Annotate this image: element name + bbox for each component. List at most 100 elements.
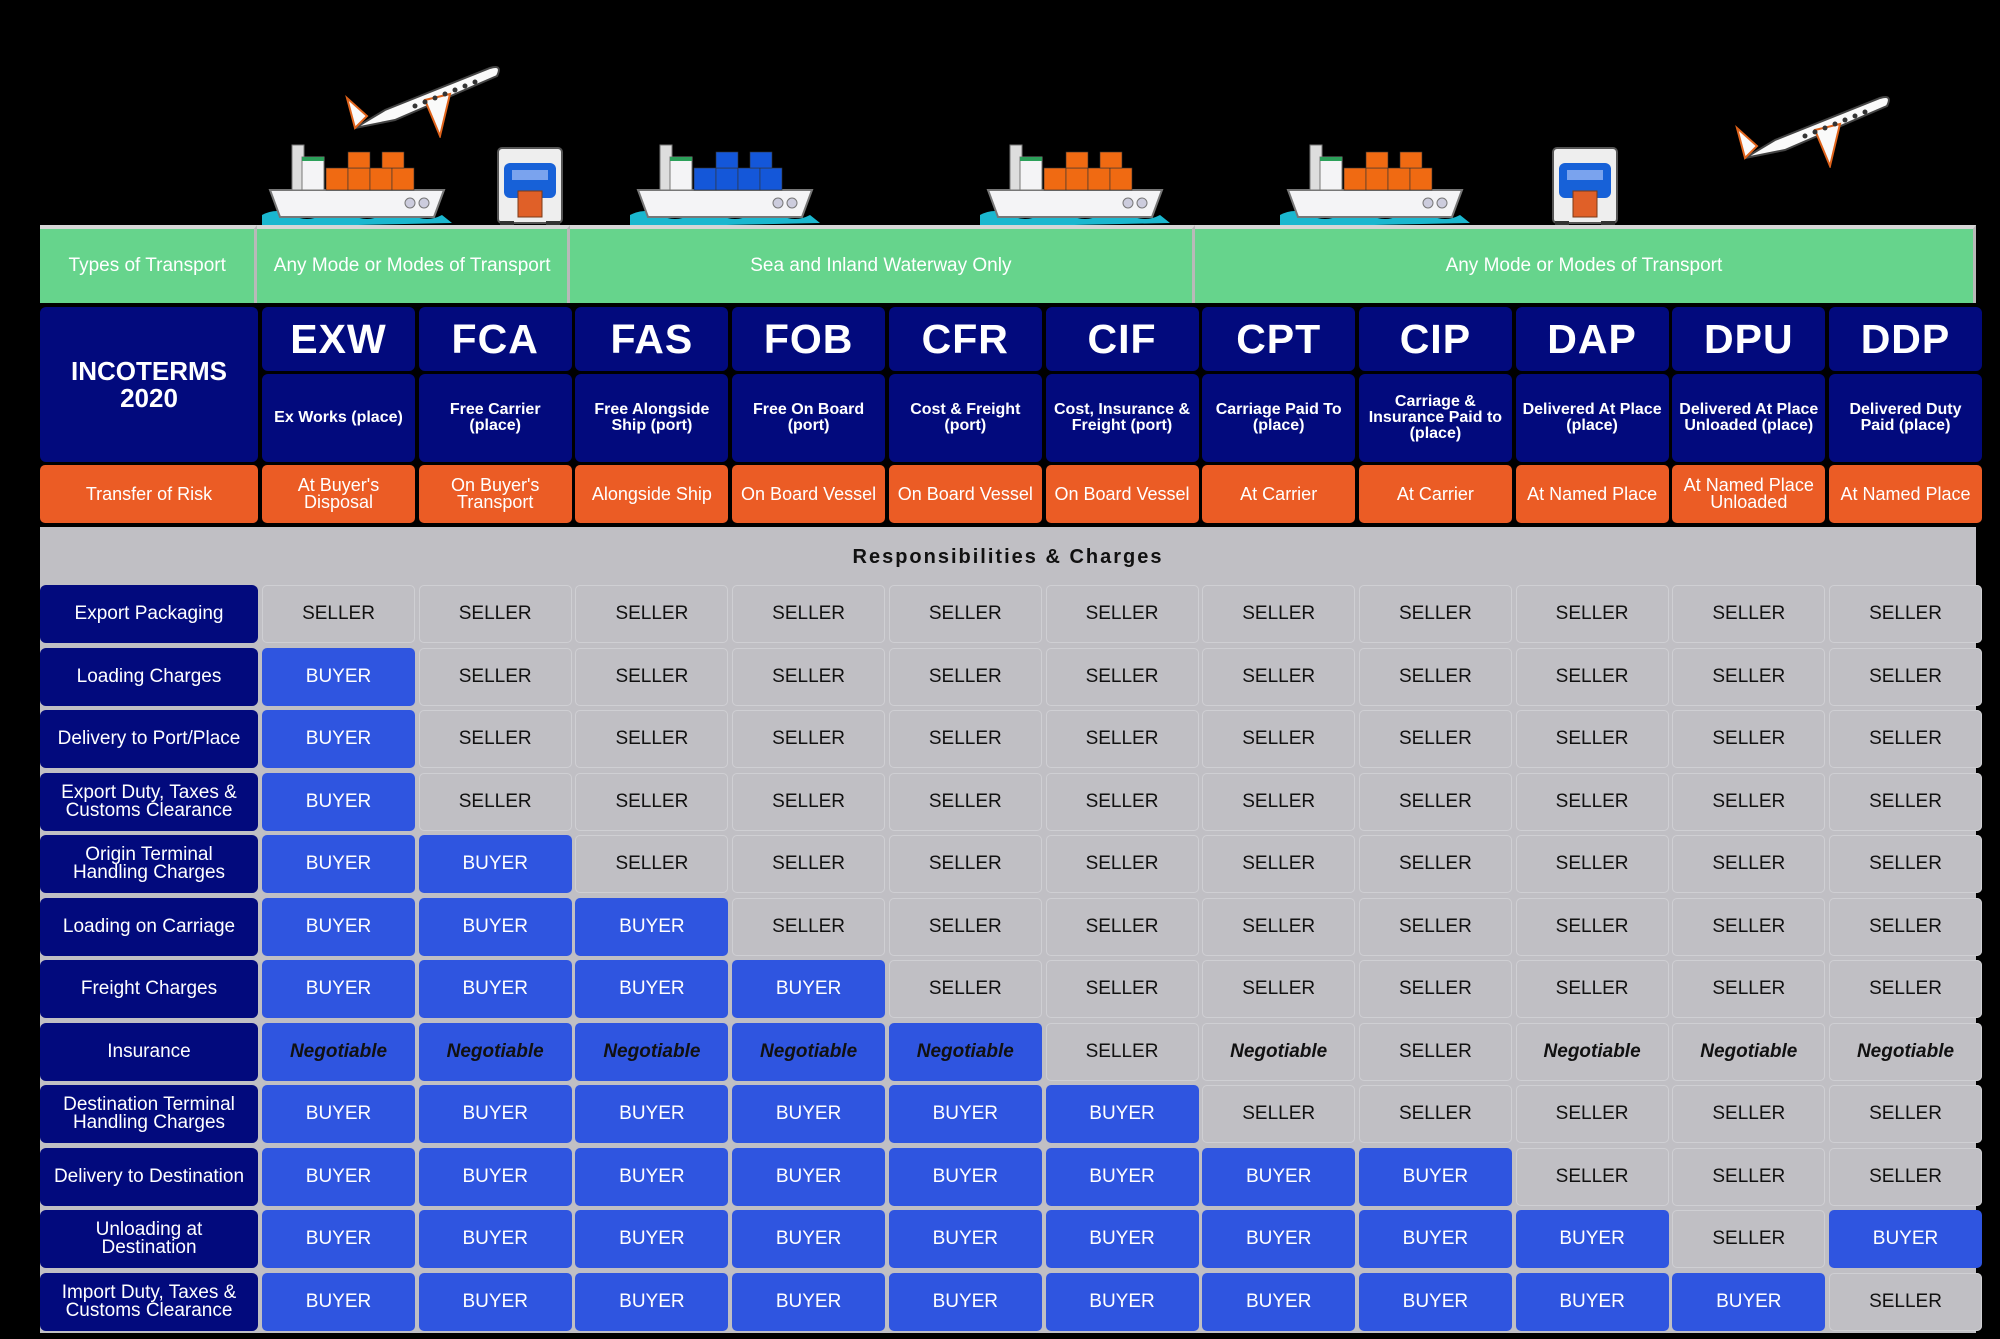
cell-fob: Negotiable <box>732 1022 886 1081</box>
cell-fca: BUYER <box>418 1085 572 1143</box>
term-code: CIP <box>1358 307 1512 371</box>
table-row: Loading Charges BUYER SELLER SELLER SELLER SE… <box>40 646 1982 709</box>
cell-cfr: SELLER <box>888 960 1042 1018</box>
cell-fob: SELLER <box>732 897 886 956</box>
row-label: Delivery to Port/Place <box>40 710 258 768</box>
cell-dap: SELLER <box>1515 960 1669 1018</box>
cell-exw: BUYER <box>262 1210 415 1268</box>
cell-ddp: BUYER <box>1829 1210 1982 1268</box>
term-description: Cost, Insurance & Freight (port) <box>1045 374 1199 462</box>
cell-cfr: BUYER <box>888 1085 1042 1143</box>
cell-cpt: SELLER <box>1202 897 1356 956</box>
term-description: Free Carrier (place) <box>418 374 572 462</box>
transfer-of-risk-row: Transfer of Risk At Buyer's Disposal On B… <box>40 465 1982 523</box>
container-ship-icon <box>1280 135 1470 235</box>
risk-dpu: At Named Place Unloaded <box>1672 465 1826 523</box>
cell-exw: BUYER <box>262 1147 415 1206</box>
cell-cpt: SELLER <box>1202 960 1356 1018</box>
cell-exw: BUYER <box>262 960 415 1018</box>
term-code: CIF <box>1045 307 1199 371</box>
cell-cip: SELLER <box>1358 897 1512 956</box>
cell-dpu: SELLER <box>1672 835 1826 893</box>
incoterms-title: INCOTERMS 2020 <box>40 307 258 462</box>
table-row: Origin Terminal Handling Charges BUYER BUY… <box>40 833 1982 896</box>
term-description: Delivered Duty Paid (place) <box>1829 374 1982 462</box>
row-label: Freight Charges <box>40 960 258 1018</box>
term-code: EXW <box>262 307 415 371</box>
responsibilities-header: Responsibilities & Charges <box>40 527 1976 587</box>
cell-ddp: SELLER <box>1829 835 1982 893</box>
cell-dpu: SELLER <box>1672 647 1826 706</box>
cell-fas: BUYER <box>575 1085 729 1143</box>
cell-fas: SELLER <box>575 585 729 643</box>
cell-dpu: BUYER <box>1672 1272 1826 1331</box>
cell-cif: BUYER <box>1045 1085 1199 1143</box>
term-description: Carriage Paid To (place) <box>1202 374 1356 462</box>
transport-group-1: Sea and Inland Waterway Only <box>569 225 1195 303</box>
term-code: CFR <box>888 307 1042 371</box>
cell-cfr: Negotiable <box>888 1022 1042 1081</box>
transport-types-label: Types of Transport <box>40 225 258 303</box>
cell-cip: SELLER <box>1358 585 1512 643</box>
cell-dap: SELLER <box>1515 1147 1669 1206</box>
cell-cpt: SELLER <box>1202 835 1356 893</box>
term-fob: FOB Free On Board (port) <box>732 307 886 462</box>
container-ship-icon <box>980 135 1170 235</box>
risk-fca: On Buyer's Transport <box>418 465 572 523</box>
cell-fob: SELLER <box>732 647 886 706</box>
risk-exw: At Buyer's Disposal <box>262 465 415 523</box>
cell-exw: Negotiable <box>262 1022 415 1081</box>
cell-cif: BUYER <box>1045 1272 1199 1331</box>
term-dpu: DPU Delivered At Place Unloaded (place) <box>1672 307 1826 462</box>
cell-dpu: SELLER <box>1672 1210 1826 1268</box>
cell-fob: BUYER <box>732 1085 886 1143</box>
term-cpt: CPT Carriage Paid To (place) <box>1202 307 1356 462</box>
cell-fas: BUYER <box>575 960 729 1018</box>
term-code: FCA <box>418 307 572 371</box>
cell-exw: BUYER <box>262 835 415 893</box>
cell-cif: SELLER <box>1045 960 1199 1018</box>
term-description: Carriage & Insurance Paid to (place) <box>1358 374 1512 462</box>
truck-icon <box>1545 143 1625 238</box>
cell-fob: SELLER <box>732 710 886 768</box>
transport-illustrations <box>0 0 2000 230</box>
table-row: Destination Terminal Handling Charges BUY… <box>40 1083 1982 1146</box>
cell-cip: SELLER <box>1358 710 1512 768</box>
cell-cfr: SELLER <box>888 710 1042 768</box>
risk-fob: On Board Vessel <box>732 465 886 523</box>
cell-exw: BUYER <box>262 710 415 768</box>
row-label: Destination Terminal Handling Charges <box>40 1085 258 1143</box>
term-description: Cost & Freight (port) <box>888 374 1042 462</box>
cell-fas: SELLER <box>575 710 729 768</box>
cell-fca: BUYER <box>418 897 572 956</box>
term-description: Ex Works (place) <box>262 374 415 462</box>
cell-cip: SELLER <box>1358 835 1512 893</box>
cell-cip: SELLER <box>1358 1085 1512 1143</box>
cell-dpu: SELLER <box>1672 1085 1826 1143</box>
container-ship-icon <box>630 135 820 235</box>
cell-ddp: SELLER <box>1829 585 1982 643</box>
cell-ddp: SELLER <box>1829 647 1982 706</box>
transfer-of-risk-label: Transfer of Risk <box>40 465 258 523</box>
term-code: DAP <box>1515 307 1669 371</box>
cell-cif: SELLER <box>1045 710 1199 768</box>
cell-fca: BUYER <box>418 1272 572 1331</box>
cell-ddp: SELLER <box>1829 710 1982 768</box>
term-code: FOB <box>732 307 886 371</box>
row-label: Import Duty, Taxes & Customs Clearance <box>40 1272 258 1331</box>
cell-fob: SELLER <box>732 772 886 831</box>
cell-cif: SELLER <box>1045 772 1199 831</box>
cell-dap: SELLER <box>1515 897 1669 956</box>
cell-cpt: BUYER <box>1202 1147 1356 1206</box>
cell-fas: SELLER <box>575 647 729 706</box>
cell-dpu: SELLER <box>1672 897 1826 956</box>
cell-cif: BUYER <box>1045 1210 1199 1268</box>
cell-fca: SELLER <box>418 772 572 831</box>
truck-icon <box>490 143 570 238</box>
title-text: INCOTERMS 2020 <box>71 355 227 413</box>
cell-fas: BUYER <box>575 897 729 956</box>
cell-cif: SELLER <box>1045 897 1199 956</box>
cell-dap: SELLER <box>1515 772 1669 831</box>
cell-fca: SELLER <box>418 647 572 706</box>
term-code: FAS <box>575 307 729 371</box>
